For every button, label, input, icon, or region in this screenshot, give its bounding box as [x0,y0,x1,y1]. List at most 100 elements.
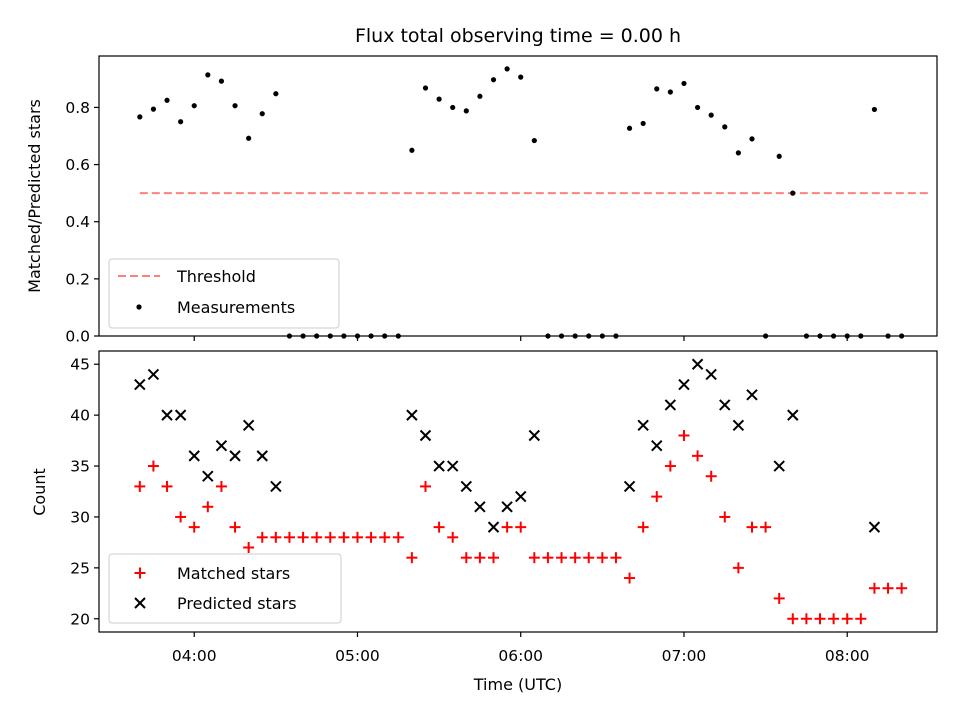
measurement-point [490,77,497,83]
measurement-point [463,108,469,114]
measurement-point [531,137,537,144]
predicted-star-marker [868,521,881,533]
bottom-legend: Matched stars Predicted stars [108,553,342,624]
matched-star-marker [270,531,282,543]
matched-star-marker [147,460,159,472]
measurement-point [137,114,143,120]
matched-star-marker [651,491,663,503]
matched-star-marker [800,613,812,625]
predicted-star-marker [651,439,663,452]
measurement-point [871,106,878,113]
predicted-star-marker [732,419,745,432]
matched-star-marker [351,531,363,543]
predicted-star-marker [433,460,445,472]
bottom-xtick-label: 07:00 [662,647,707,665]
predicted-star-marker [147,368,160,381]
measurement-point [273,91,279,97]
predicted-star-marker [787,409,799,421]
top-axes-frame [98,55,938,337]
matched-star-marker [161,480,173,492]
matched-star-marker [841,613,853,625]
matched-star-marker [596,552,608,564]
matched-star-marker [501,521,513,533]
measurement-point [518,74,524,80]
matched-star-marker [637,521,649,533]
matched-star-marker [243,541,255,553]
measurement-point [722,124,728,130]
matched-star-marker [202,501,214,513]
measurement-point [436,96,442,102]
bottom-x-axis: 04:00 05:00 06:00 07:00 08:00 [172,632,870,665]
predicted-star-marker [229,450,241,462]
bottom-ytick-label: 25 [70,559,90,577]
matched-star-marker [338,531,350,543]
measurement-point [640,120,646,127]
measurement-point [790,190,796,196]
top-ytick-label: 0.0 [65,328,90,346]
predicted-star-marker [705,368,717,381]
predicted-star-marker [256,450,268,462]
measurement-point [708,112,714,118]
matched-star-marker [719,511,731,523]
predicted-star-marker [474,501,486,513]
bottom-xtick-label: 06:00 [498,647,543,665]
bottom-data-layer [134,358,908,625]
top-ytick-label: 0.8 [65,99,90,117]
predicted-star-marker [637,419,649,432]
matched-star-marker [569,552,581,564]
measurement-point [735,150,741,156]
measurement-point [504,66,510,72]
bottom-y-axis: 20 25 30 35 40 45 [70,356,99,628]
bottom-y-axis-label: Count [30,468,49,516]
matched-star-marker [542,552,554,564]
bottom-ytick-label: 30 [70,508,90,526]
matched-star-marker [406,552,418,564]
bottom-xtick-label: 04:00 [172,647,217,665]
chart-title: Flux total observing time = 0.00 h [355,25,681,47]
measurement-point [232,103,238,109]
matched-star-marker [692,450,704,462]
matched-star-marker [528,552,540,564]
measurement-point [422,85,429,91]
bottom-xtick-label: 08:00 [825,647,870,665]
matched-star-marker [447,531,459,543]
bottom-legend-box [108,553,342,624]
matched-star-marker [460,552,472,564]
matched-star-marker [828,613,840,625]
matched-star-marker [392,531,404,543]
predicted-star-marker [406,409,418,421]
measurement-point [450,104,456,111]
matched-star-marker [134,480,146,492]
bottom-ytick-label: 35 [70,458,90,476]
matched-star-marker [746,521,758,533]
matched-star-marker [732,562,744,574]
matched-star-marker [229,521,241,533]
top-legend: Threshold Measurements [108,258,340,329]
predicted-star-marker [501,501,513,513]
measurement-point [694,104,701,111]
matched-star-marker [624,572,636,584]
predicted-star-marker [174,409,187,421]
matched-star-marker [814,613,826,625]
measurement-point [150,106,157,112]
matched-star-marker [433,521,445,533]
predicted-star-marker [487,521,500,533]
bottom-ytick-label: 40 [70,407,90,425]
predicted-star-marker [528,429,541,442]
matched-star-marker [556,552,568,564]
predicted-star-marker [678,378,690,391]
matched-star-marker [175,511,187,523]
matched-star-marker [896,582,908,594]
measurement-point [654,86,660,92]
matched-star-marker [311,531,323,543]
measurement-point [477,93,483,99]
matched-star-marker [705,470,717,482]
predicted-star-marker [202,470,214,482]
matched-star-marker [787,613,799,625]
matched-star-marker [215,480,227,492]
legend-threshold-label: Threshold [176,267,256,286]
predicted-star-marker [623,480,636,493]
matched-star-marker [188,521,200,533]
predicted-star-marker [719,399,731,411]
